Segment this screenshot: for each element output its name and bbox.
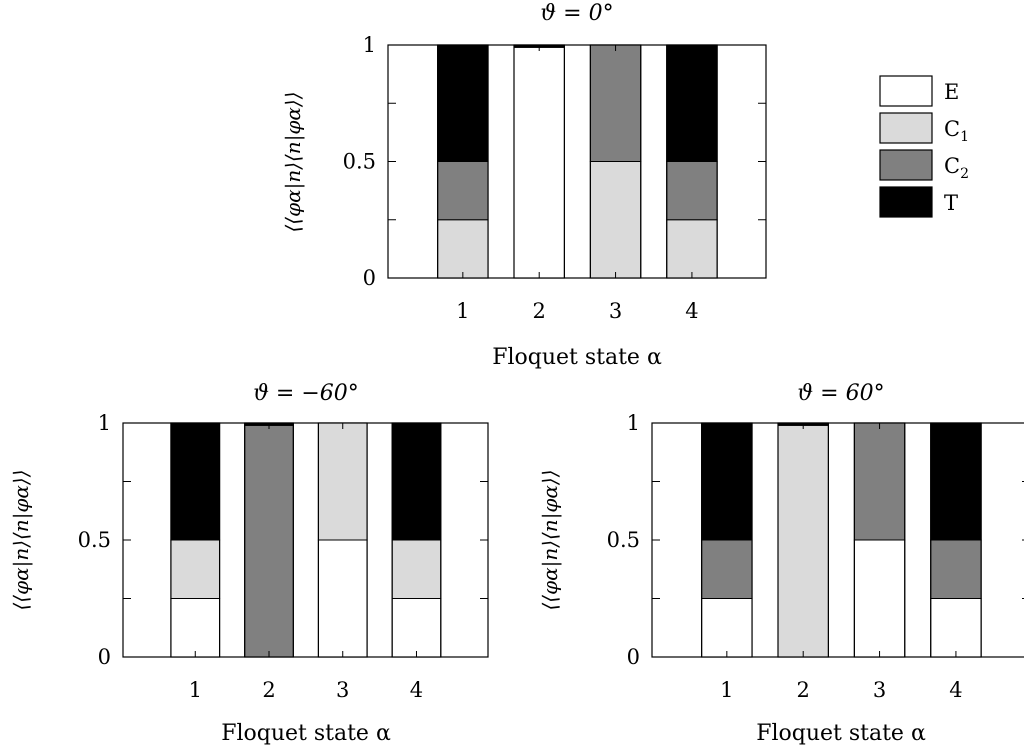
x-tick-label: 1 (189, 678, 202, 702)
y-tick-label: 0.5 (343, 150, 376, 174)
bar-segment-e (513, 46, 565, 279)
bar-segment-c2 (666, 161, 718, 221)
bar-segment-t (437, 44, 489, 162)
chart-panel-bottom-right: ϑ = 60° ⟨⟨φα|n⟩⟨n|φα⟩⟩ Floquet state α 0… (538, 381, 1024, 746)
bar-segment-t (701, 422, 753, 541)
bar-segment-t (391, 422, 442, 541)
y-tick-label: 0 (363, 266, 376, 290)
legend-swatch (879, 186, 933, 218)
bar-segment-c1 (317, 422, 368, 541)
chart-panel-top: ϑ = 0° ⟨⟨φα|n⟩⟨n|φα⟩⟩ Floquet state α 0 0… (281, 1, 767, 370)
chart-title: ϑ = 60° (797, 381, 884, 406)
x-tick-label: 3 (873, 678, 886, 702)
legend-label: E (944, 80, 959, 104)
legend: E C1 C2 T (879, 75, 969, 218)
bar-segment-t (666, 44, 718, 162)
bar-segment-c1 (391, 539, 442, 599)
chart-panel-bottom-left: ϑ = −60° ⟨⟨φα|n⟩⟨n|φα⟩⟩ Floquet state α … (9, 381, 489, 746)
y-axis-label: ⟨⟨φα|n⟩⟨n|φα⟩⟩ (281, 91, 306, 232)
x-tick-label: 4 (410, 678, 423, 702)
y-axis-label: ⟨⟨φα|n⟩⟨n|φα⟩⟩ (538, 469, 563, 610)
bar-segment-c1 (666, 219, 718, 279)
bar-segment-c2 (244, 424, 294, 658)
legend-swatch (879, 149, 933, 181)
bar-segment-c2 (589, 44, 642, 162)
bar-segment-e (701, 598, 753, 658)
y-tick-label: 1 (627, 411, 640, 435)
bar-segment-e (391, 598, 442, 658)
y-tick-label: 1 (363, 33, 376, 57)
y-tick-label: 0.5 (607, 528, 640, 552)
x-tick-label: 2 (262, 678, 275, 702)
bar-segment-c2 (437, 161, 489, 221)
y-tick-label: 0 (627, 645, 640, 669)
y-axis-label: ⟨⟨φα|n⟩⟨n|φα⟩⟩ (9, 469, 34, 610)
bar-segment-c2 (853, 422, 906, 541)
legend-label: C1 (944, 117, 969, 145)
bar-segment-c1 (437, 219, 489, 279)
x-axis-label: Floquet state α (756, 721, 926, 746)
legend-label: C2 (944, 154, 969, 182)
x-tick-label: 3 (609, 299, 622, 323)
bar-segment-e (853, 539, 906, 658)
bar-segment-t (930, 422, 982, 541)
y-tick-label: 1 (98, 411, 111, 435)
x-tick-label: 2 (797, 678, 810, 702)
bar-segment-c1 (589, 161, 642, 279)
bar-segment-c1 (777, 424, 829, 658)
chart-title: ϑ = 0° (540, 1, 613, 26)
bar-segment-e (170, 598, 221, 658)
bar-segment-e (317, 539, 368, 658)
bar-segment-c2 (701, 539, 753, 599)
x-tick-label: 4 (685, 299, 698, 323)
x-tick-label: 1 (456, 299, 469, 323)
chart-title: ϑ = −60° (253, 381, 359, 406)
legend-swatch (879, 75, 933, 107)
x-tick-label: 4 (949, 678, 962, 702)
x-axis-label: Floquet state α (492, 345, 662, 370)
y-tick-label: 0.5 (78, 528, 111, 552)
x-tick-label: 3 (336, 678, 349, 702)
legend-label: T (944, 191, 958, 215)
x-tick-label: 1 (720, 678, 733, 702)
x-tick-label: 2 (533, 299, 546, 323)
bar-segment-e (930, 598, 982, 658)
x-axis-label: Floquet state α (221, 721, 391, 746)
bar-segment-c1 (170, 539, 221, 599)
bar-segment-t (170, 422, 221, 541)
legend-swatch (879, 112, 933, 144)
y-tick-label: 0 (98, 645, 111, 669)
bar-segment-c2 (930, 539, 982, 599)
